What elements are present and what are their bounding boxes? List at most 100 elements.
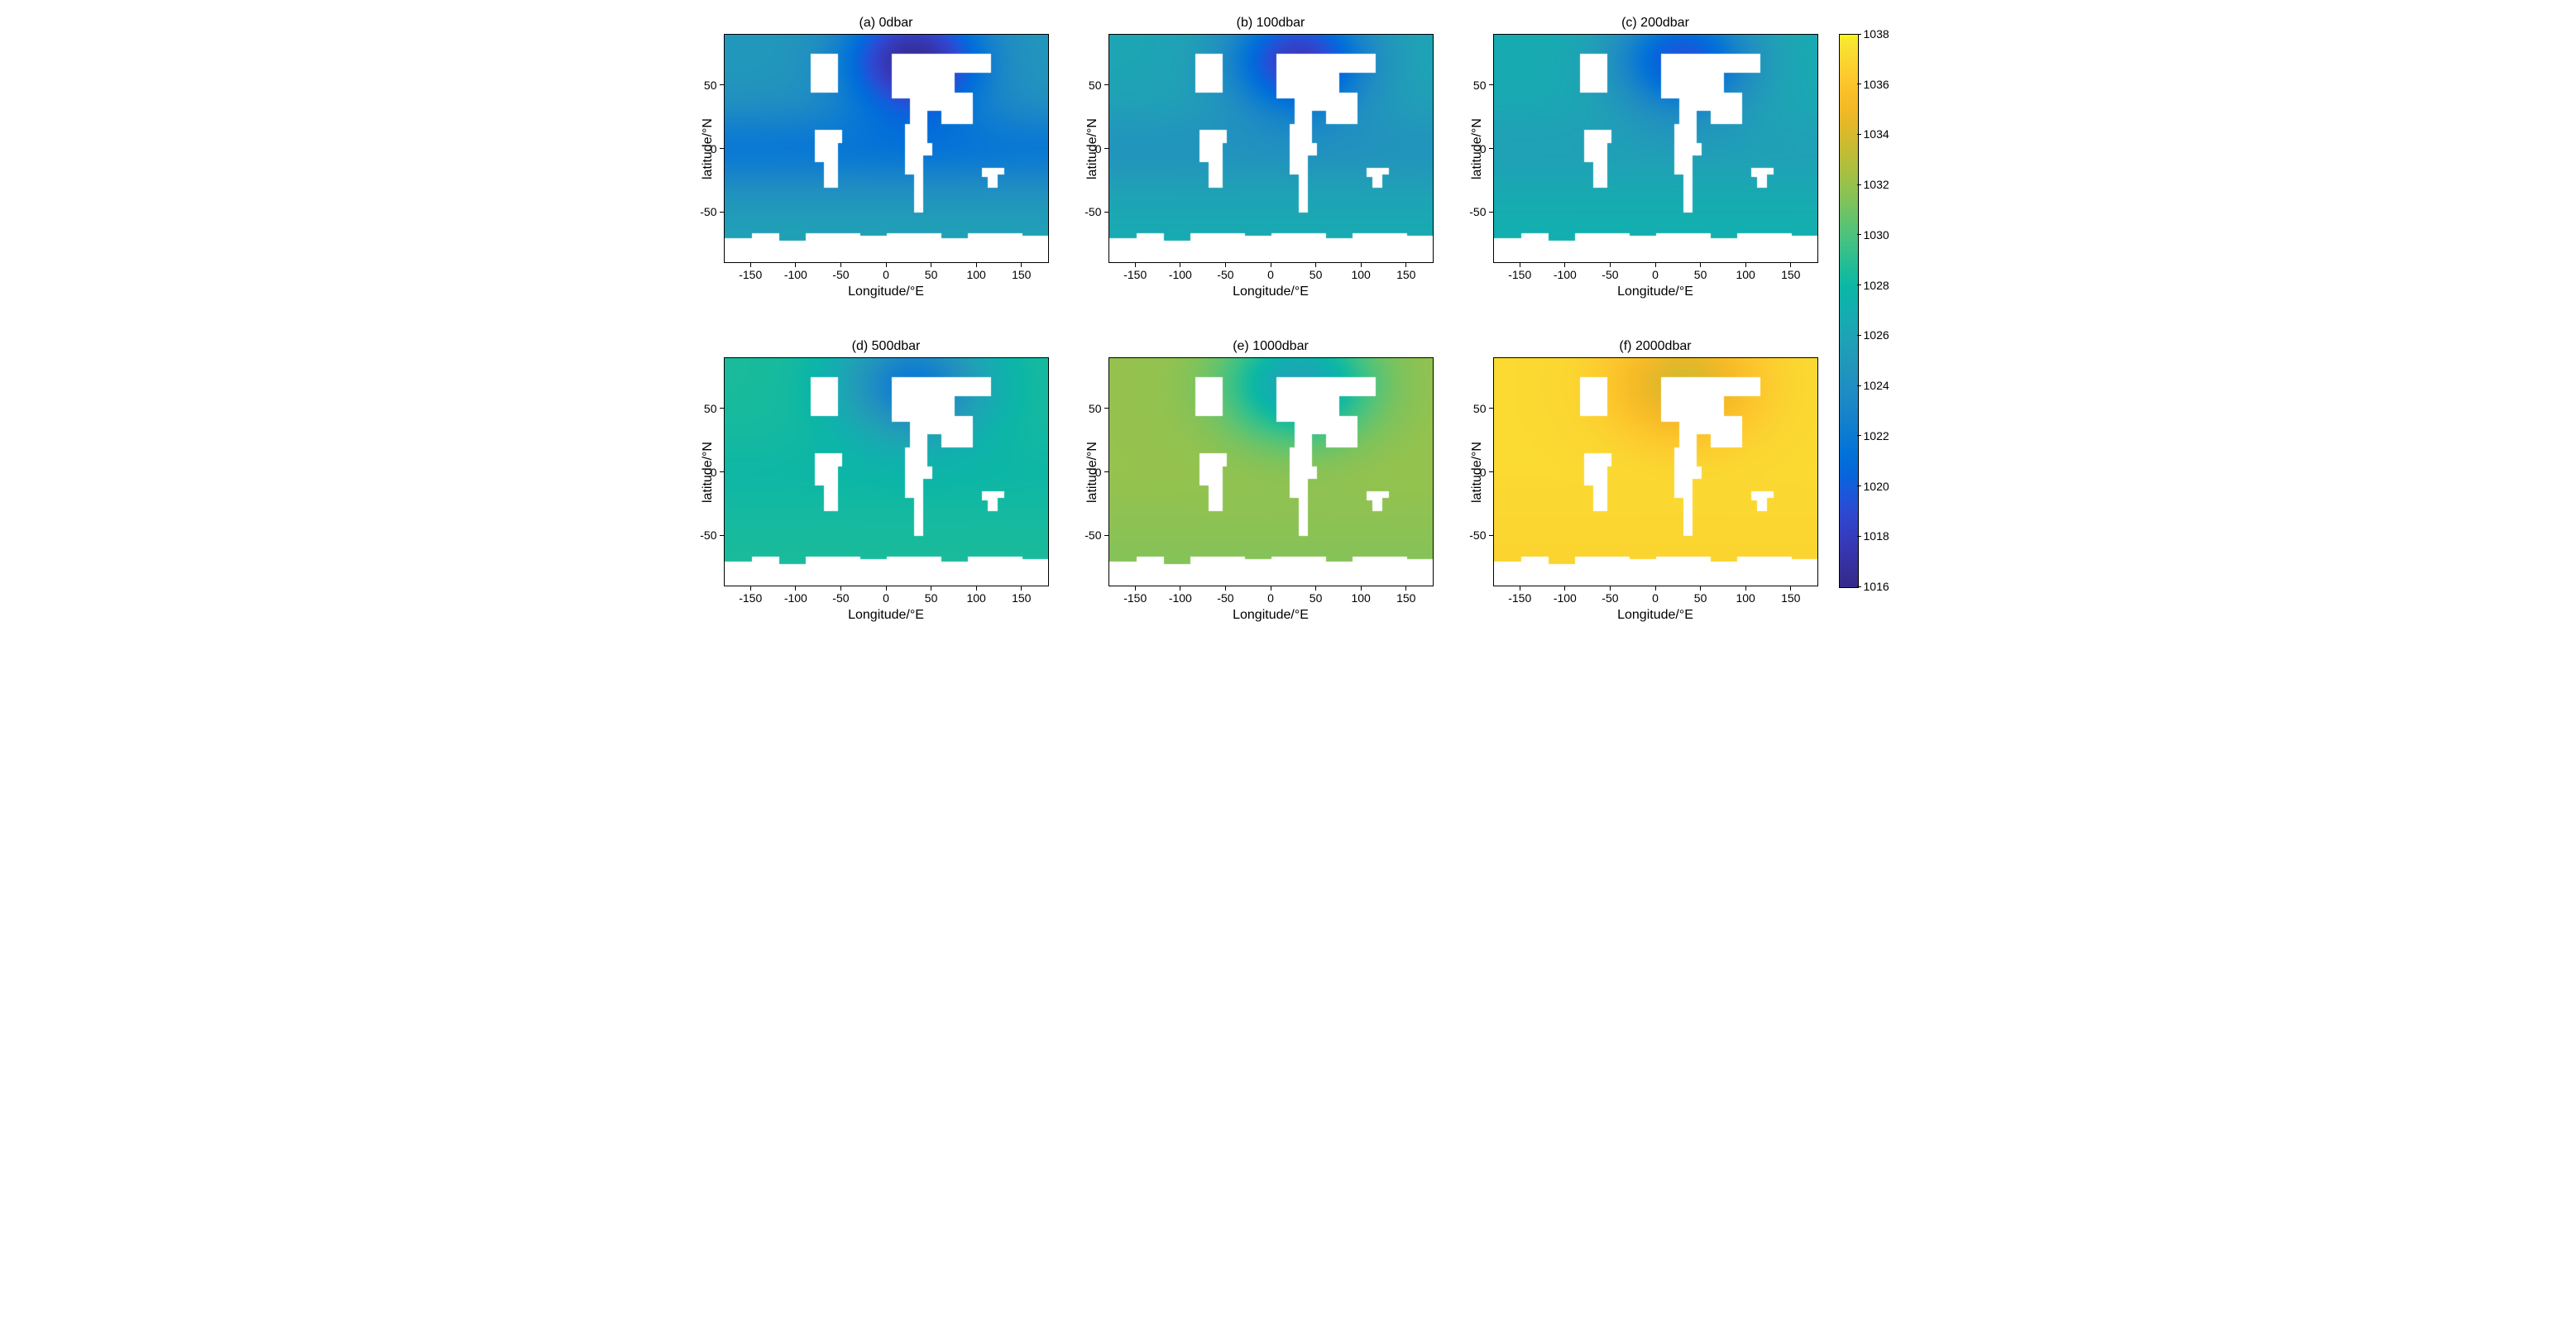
x-tick-label: 0 (883, 268, 889, 281)
x-tick-label: 0 (1652, 591, 1659, 605)
panel-d: (d) 500dbarlatitude/°NLongitude/°E-150-1… (724, 357, 1049, 586)
colorbar-tick-label: 1024 (1864, 379, 1889, 392)
colorbar-tick-label: 1028 (1864, 279, 1889, 292)
x-tick-label: 150 (1012, 268, 1031, 281)
y-tick-mark (1489, 212, 1493, 213)
y-tick-mark (1104, 84, 1108, 85)
y-tick-label: 0 (711, 466, 717, 479)
x-axis-label: Longitude/°E (1108, 608, 1434, 623)
x-tick-label: -100 (1554, 268, 1577, 281)
y-tick-mark (720, 148, 724, 149)
x-tick-mark (1610, 586, 1611, 591)
y-tick-mark (720, 84, 724, 85)
colorbar: 1016101810201022102410261028103010321034… (1839, 34, 1857, 586)
x-tick-label: 100 (966, 268, 985, 281)
y-tick-label: 50 (1089, 79, 1102, 92)
x-tick-mark (1655, 263, 1656, 267)
x-tick-label: 100 (1351, 268, 1370, 281)
y-tick-mark (1489, 148, 1493, 149)
y-tick-label: -50 (700, 528, 716, 542)
y-tick-mark (1104, 148, 1108, 149)
panel-e: (e) 1000dbarlatitude/°NLongitude/°E-150-… (1108, 357, 1434, 586)
x-tick-label: -150 (739, 591, 762, 605)
x-tick-label: 50 (1694, 268, 1707, 281)
x-tick-mark (1405, 263, 1406, 267)
heatmap-canvas (1109, 358, 1434, 586)
x-tick-mark (976, 586, 977, 591)
axes-box (1493, 34, 1818, 263)
y-tick-mark (1104, 212, 1108, 213)
y-tick-mark (720, 408, 724, 409)
y-tick-mark (1104, 408, 1108, 409)
x-tick-label: 50 (1310, 591, 1323, 605)
panel-title: (e) 1000dbar (1108, 339, 1434, 354)
y-tick-label: 0 (1095, 142, 1102, 155)
x-tick-mark (1405, 586, 1406, 591)
y-tick-mark (1489, 408, 1493, 409)
x-tick-mark (1135, 263, 1136, 267)
x-tick-label: -100 (1169, 591, 1192, 605)
x-tick-mark (1610, 263, 1611, 267)
colorbar-tick-mark (1857, 335, 1861, 336)
colorbar-tick-label: 1016 (1864, 580, 1889, 593)
y-tick-label: 50 (1473, 402, 1487, 415)
x-tick-label: 100 (1736, 591, 1755, 605)
y-tick-mark (1104, 535, 1108, 536)
colorbar-tick-mark (1857, 385, 1861, 386)
colorbar-canvas (1839, 34, 1859, 588)
figure-root: (a) 0dbarlatitude/°NLongitude/°E-150-100… (656, 0, 1921, 648)
colorbar-tick-label: 1018 (1864, 529, 1889, 543)
panel-c: (c) 200dbarlatitude/°NLongitude/°E-150-1… (1493, 34, 1818, 263)
x-axis-label: Longitude/°E (1493, 285, 1818, 299)
y-tick-mark (720, 471, 724, 472)
y-tick-label: 0 (711, 142, 717, 155)
panel-a: (a) 0dbarlatitude/°NLongitude/°E-150-100… (724, 34, 1049, 263)
x-tick-mark (1564, 586, 1565, 591)
x-tick-label: -100 (1169, 268, 1192, 281)
x-tick-label: 50 (925, 591, 938, 605)
colorbar-tick-label: 1036 (1864, 78, 1889, 91)
y-tick-label: -50 (1469, 528, 1486, 542)
x-tick-mark (750, 586, 751, 591)
heatmap-canvas (725, 358, 1049, 586)
panel-title: (d) 500dbar (724, 339, 1049, 354)
y-tick-mark (720, 535, 724, 536)
y-tick-label: 0 (1095, 466, 1102, 479)
x-tick-mark (1745, 586, 1746, 591)
x-tick-label: -150 (1508, 591, 1531, 605)
x-tick-label: -150 (1123, 591, 1147, 605)
x-tick-label: 150 (1012, 591, 1031, 605)
x-tick-mark (840, 263, 841, 267)
axes-box (1108, 34, 1434, 263)
panel-b: (b) 100dbarlatitude/°NLongitude/°E-150-1… (1108, 34, 1434, 263)
colorbar-tick-mark (1857, 234, 1861, 235)
x-tick-label: -50 (1217, 268, 1233, 281)
x-tick-label: -100 (1554, 591, 1577, 605)
x-tick-label: -150 (739, 268, 762, 281)
x-tick-mark (840, 586, 841, 591)
x-tick-mark (886, 263, 887, 267)
x-tick-label: 150 (1781, 268, 1800, 281)
x-tick-mark (750, 263, 751, 267)
x-tick-label: -100 (784, 268, 807, 281)
x-tick-mark (1225, 586, 1226, 591)
x-tick-label: 100 (1736, 268, 1755, 281)
panel-title: (a) 0dbar (724, 16, 1049, 31)
heatmap-canvas (1494, 358, 1818, 586)
y-tick-label: -50 (1085, 205, 1101, 218)
colorbar-tick-mark (1857, 184, 1861, 185)
x-tick-label: 150 (1396, 268, 1415, 281)
axes-box (1108, 357, 1434, 586)
colorbar-tick-label: 1030 (1864, 228, 1889, 242)
x-tick-label: 50 (1694, 591, 1707, 605)
colorbar-tick-label: 1022 (1864, 429, 1889, 442)
x-tick-label: 0 (883, 591, 889, 605)
panel-f: (f) 2000dbarlatitude/°NLongitude/°E-150-… (1493, 357, 1818, 586)
x-axis-label: Longitude/°E (1108, 285, 1434, 299)
colorbar-tick-mark (1857, 134, 1861, 135)
x-tick-mark (1700, 586, 1701, 591)
x-tick-mark (1790, 586, 1791, 591)
x-tick-mark (795, 263, 796, 267)
colorbar-tick-mark (1857, 435, 1861, 436)
y-tick-label: -50 (700, 205, 716, 218)
